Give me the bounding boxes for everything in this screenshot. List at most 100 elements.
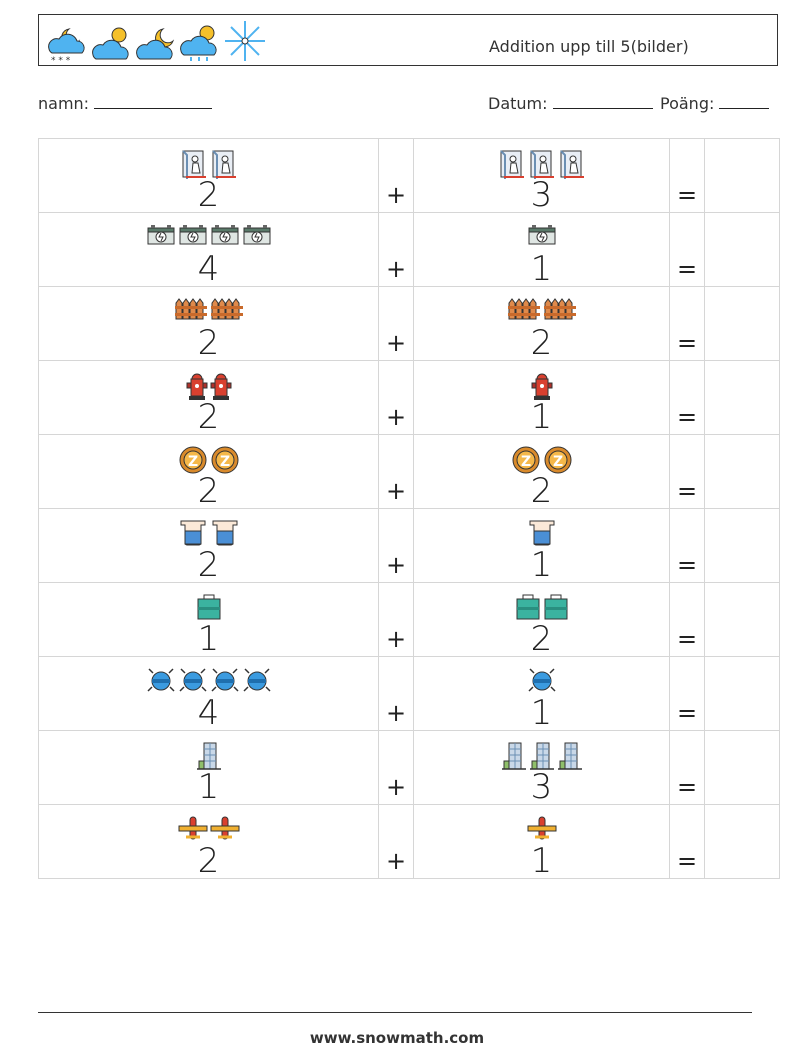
addend-b: 3 bbox=[530, 767, 553, 807]
answer-cell[interactable] bbox=[704, 508, 780, 583]
svg-text:Z: Z bbox=[521, 454, 531, 470]
robot-bug-icon bbox=[414, 667, 669, 699]
airplane-icon bbox=[414, 815, 669, 847]
score-field[interactable]: Poäng: bbox=[660, 94, 770, 113]
addend-b-cell: 3 bbox=[413, 730, 670, 807]
name-field[interactable]: namn: bbox=[38, 94, 213, 113]
answer-cell[interactable] bbox=[704, 730, 780, 805]
footer-divider bbox=[38, 1012, 752, 1013]
equals-cell: = bbox=[669, 582, 705, 657]
addend-a: 2 bbox=[197, 175, 220, 215]
equals-cell: = bbox=[669, 508, 705, 583]
ski-lift-icon bbox=[39, 149, 378, 181]
plus-cell: + bbox=[378, 804, 414, 879]
toolbox-icon bbox=[414, 593, 669, 625]
addend-a-cell: 2 bbox=[38, 286, 379, 361]
problem-row: 2 + 1 = bbox=[38, 360, 780, 435]
equals-cell: = bbox=[669, 656, 705, 731]
problem-row: 4 + 1 = bbox=[38, 656, 780, 733]
equals-sign: = bbox=[676, 403, 698, 431]
answer-cell[interactable] bbox=[704, 434, 780, 509]
worksheet-header: * * * Addition upp till 5(bilder) bbox=[38, 14, 778, 66]
plus-sign: + bbox=[385, 551, 407, 579]
addend-b: 2 bbox=[530, 471, 553, 511]
addend-b: 1 bbox=[530, 693, 553, 733]
score-blank[interactable] bbox=[719, 94, 770, 109]
beaker-icon bbox=[39, 519, 378, 551]
toolbox-icon bbox=[39, 593, 378, 625]
problem-row: 2 + 1 = bbox=[38, 804, 780, 881]
equals-sign: = bbox=[676, 625, 698, 653]
equals-cell: = bbox=[669, 360, 705, 435]
addend-b-cell: 3 bbox=[413, 138, 670, 215]
addend-a-cell: 2 bbox=[38, 804, 379, 879]
robot-bug-icon bbox=[39, 667, 378, 699]
date-label: Datum: bbox=[488, 94, 548, 113]
addend-a: 4 bbox=[197, 249, 220, 289]
answer-cell[interactable] bbox=[704, 656, 780, 731]
plus-cell: + bbox=[378, 360, 414, 435]
addend-b: 2 bbox=[530, 619, 553, 659]
addend-b-cell: 1 bbox=[413, 212, 670, 287]
equals-sign: = bbox=[676, 699, 698, 727]
answer-cell[interactable] bbox=[704, 804, 780, 879]
svg-text:Z: Z bbox=[553, 454, 563, 470]
beaker-icon bbox=[414, 519, 669, 551]
ski-lift-icon bbox=[414, 149, 669, 181]
addend-a-cell: 2 bbox=[38, 138, 379, 215]
addend-a-cell: 1 bbox=[38, 582, 379, 657]
addend-a-cell: 2 bbox=[38, 360, 379, 435]
equals-sign: = bbox=[676, 551, 698, 579]
cloud-sun-rain-icon bbox=[180, 25, 217, 61]
date-blank[interactable] bbox=[552, 94, 653, 109]
equals-sign: = bbox=[676, 329, 698, 357]
weather-icon-strip: * * * bbox=[48, 21, 265, 63]
plus-sign: + bbox=[385, 403, 407, 431]
building-icon bbox=[39, 741, 378, 773]
date-field[interactable]: Datum: bbox=[488, 94, 653, 113]
equals-sign: = bbox=[676, 181, 698, 209]
problem-row: 2 + 1 = bbox=[38, 508, 780, 583]
answer-cell[interactable] bbox=[704, 138, 780, 213]
addend-a: 2 bbox=[197, 471, 220, 511]
problem-row: 1 + 3 = bbox=[38, 730, 780, 807]
addend-b-cell: 1 bbox=[413, 656, 670, 733]
plus-sign: + bbox=[385, 625, 407, 653]
answer-cell[interactable] bbox=[704, 212, 780, 287]
snowflake-icon bbox=[225, 21, 265, 61]
airplane-icon bbox=[39, 815, 378, 847]
plus-cell: + bbox=[378, 138, 414, 213]
addend-b-cell: 2 bbox=[413, 582, 670, 659]
addend-a: 4 bbox=[197, 693, 220, 733]
equals-sign: = bbox=[676, 477, 698, 505]
equals-cell: = bbox=[669, 804, 705, 879]
answer-cell[interactable] bbox=[704, 360, 780, 435]
answer-cell[interactable] bbox=[704, 286, 780, 361]
addend-b: 1 bbox=[530, 841, 553, 881]
addend-b: 2 bbox=[530, 323, 553, 363]
problem-row: 2 + 2 = bbox=[38, 286, 780, 363]
plus-sign: + bbox=[385, 699, 407, 727]
addend-b-cell: 1 bbox=[413, 360, 670, 435]
addend-a-cell: 4 bbox=[38, 656, 379, 733]
car-battery-icon bbox=[39, 223, 378, 255]
problem-row: 4 + 1 = bbox=[38, 212, 780, 289]
cloud-moon-snow-icon: * * * bbox=[48, 28, 85, 63]
plus-cell: + bbox=[378, 434, 414, 509]
cloud-moon-icon bbox=[136, 28, 175, 60]
score-label: Poäng: bbox=[660, 94, 715, 113]
equals-sign: = bbox=[676, 773, 698, 801]
equals-cell: = bbox=[669, 138, 705, 213]
addend-b-cell: 2 bbox=[413, 286, 670, 363]
name-blank[interactable] bbox=[94, 94, 213, 109]
plus-cell: + bbox=[378, 212, 414, 287]
fire-hydrant-icon bbox=[414, 371, 669, 403]
plus-sign: + bbox=[385, 847, 407, 875]
answer-cell[interactable] bbox=[704, 582, 780, 657]
addend-b: 3 bbox=[530, 175, 553, 215]
